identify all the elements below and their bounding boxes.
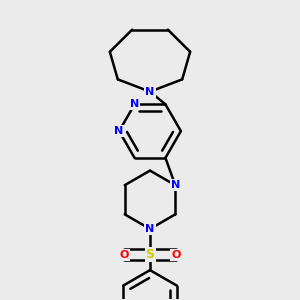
Text: O: O [120,250,129,260]
Text: N: N [146,87,154,97]
Text: S: S [146,248,154,261]
Text: N: N [171,180,180,190]
Text: O: O [171,250,180,260]
Text: N: N [146,224,154,234]
Text: N: N [130,99,139,110]
Text: N: N [115,126,124,136]
